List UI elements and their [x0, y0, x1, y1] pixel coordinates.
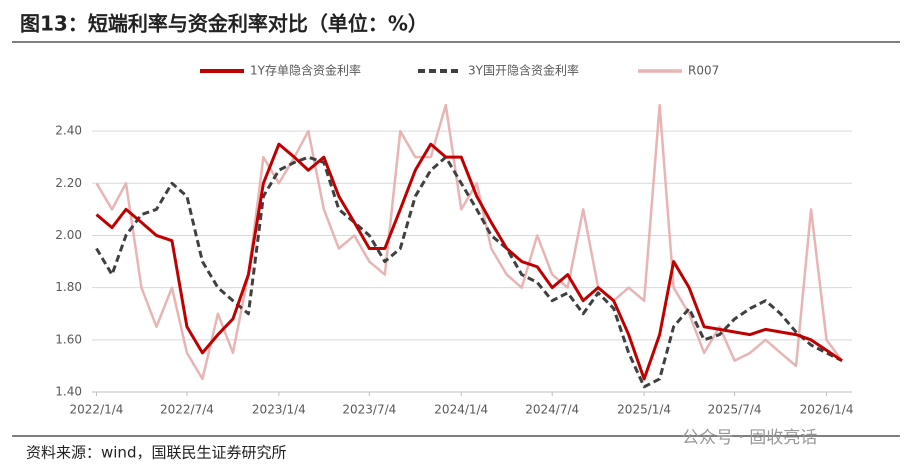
source: 资料来源：wind，国联民生证券研究所 [26, 444, 286, 462]
legend-label: 3Y国开隐含资金利率 [468, 63, 579, 78]
y-tick-label: 1.60 [55, 332, 82, 346]
legend: 1Y存单隐含资金利率 3Y国开隐含资金利率 R007 [200, 63, 719, 78]
y-tick-label: 2.40 [55, 124, 82, 138]
y-tick-label: 1.40 [55, 385, 82, 399]
x-tick-label: 2024/7/4 [525, 403, 579, 417]
plot [95, 104, 844, 389]
x-tick-label: 2025/7/4 [708, 403, 762, 417]
x-tick-label: 2024/1/4 [434, 403, 488, 417]
x-tick-label: 2023/1/4 [252, 403, 306, 417]
x-tick-label: 2025/1/4 [617, 403, 671, 417]
watermark: 公众号 · 固收亮话 [682, 428, 817, 448]
y-tick-label: 2.20 [55, 176, 82, 190]
x-tick-label: 2023/7/4 [342, 403, 396, 417]
x-tick-label: 2026/1/4 [800, 403, 854, 417]
legend-label: 1Y存单隐含资金利率 [250, 63, 361, 78]
x-tick-label: 2022/1/4 [70, 403, 124, 417]
x-tick-label: 2022/7/4 [160, 403, 214, 417]
y-tick-label: 2.00 [55, 228, 82, 242]
series-line [95, 104, 844, 381]
grid: 1.40 1.60 1.80 2.00 2.20 2.40 2022/1/4 2022/7/4… [55, 124, 853, 417]
series-line [95, 142, 843, 381]
chart-title: 图13：短端利率与资金利率对比（单位：%） [20, 12, 428, 36]
y-tick-label: 1.80 [55, 280, 82, 294]
legend-label: R007 [688, 64, 719, 78]
series-line [95, 155, 843, 389]
